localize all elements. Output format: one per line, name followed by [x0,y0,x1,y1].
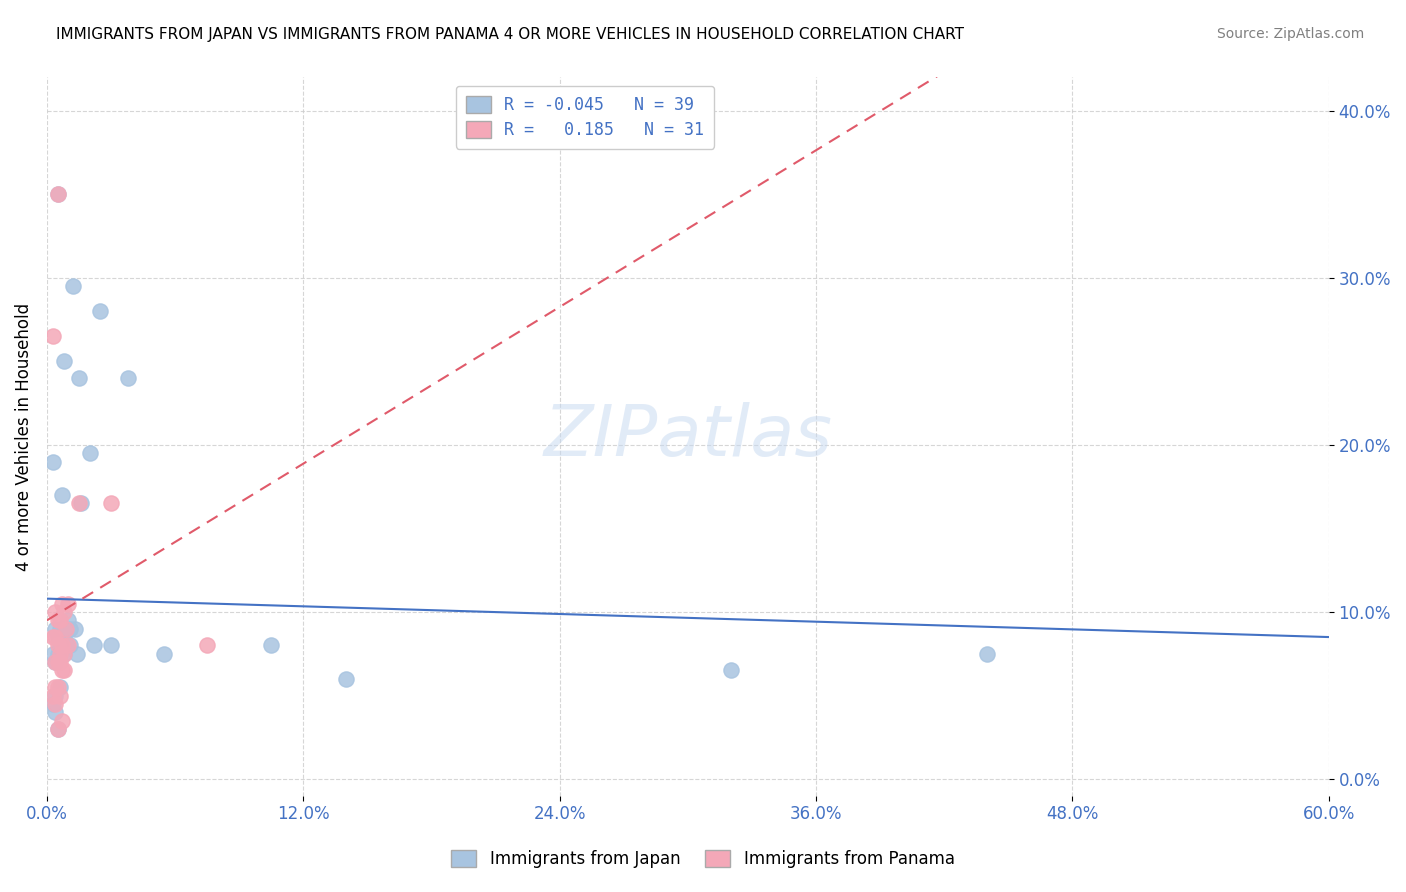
Point [55,639,77,653]
Point [46,630,69,644]
Point [55,622,77,636]
Point [48,639,70,653]
Point [51,714,73,728]
Text: Source: ZipAtlas.com: Source: ZipAtlas.com [1216,27,1364,41]
Point [44,630,66,644]
Point [46,639,69,653]
Point [44,697,66,711]
Point [48,647,70,661]
Point [51,664,73,678]
Point [58,613,80,627]
Point [42,455,65,469]
Point [42,329,65,343]
Point [44,655,66,669]
Point [67,496,90,510]
Point [42,647,65,661]
Point [100,639,122,653]
Point [62,279,84,293]
Point [46,722,69,736]
Point [46,722,69,736]
Point [53,354,76,368]
Point [48,680,70,694]
Point [53,605,76,619]
Point [195,639,218,653]
Point [44,622,66,636]
Text: ZIPatlas: ZIPatlas [543,402,832,471]
Point [42,689,65,703]
Text: IMMIGRANTS FROM JAPAN VS IMMIGRANTS FROM PANAMA 4 OR MORE VEHICLES IN HOUSEHOLD : IMMIGRANTS FROM JAPAN VS IMMIGRANTS FROM… [56,27,965,42]
Point [44,705,66,719]
Point [46,655,69,669]
Legend: Immigrants from Japan, Immigrants from Panama: Immigrants from Japan, Immigrants from P… [444,843,962,875]
Point [46,613,69,627]
Point [44,680,66,694]
Point [100,496,122,510]
Point [46,647,69,661]
Point [720,664,742,678]
Y-axis label: 4 or more Vehicles in Household: 4 or more Vehicles in Household [15,302,32,571]
Point [53,664,76,678]
Point [42,630,65,644]
Point [58,597,80,611]
Point [48,655,70,669]
Point [83,639,105,653]
Point [89,304,111,318]
Point [70,496,93,510]
Point [46,187,69,202]
Point [44,689,66,703]
Point [976,647,998,661]
Point [53,630,76,644]
Point [58,639,80,653]
Point [44,655,66,669]
Point [260,639,283,653]
Point [44,605,66,619]
Point [55,622,77,636]
Point [59,622,82,636]
Point [63,622,86,636]
Point [53,647,76,661]
Point [335,672,357,686]
Point [117,371,139,385]
Point [48,622,70,636]
Point [46,187,69,202]
Point [59,639,82,653]
Point [53,647,76,661]
Point [48,689,70,703]
Point [153,647,176,661]
Point [51,488,73,502]
Point [42,697,65,711]
Point [66,647,89,661]
Point [51,639,73,653]
Point [46,680,69,694]
Point [48,613,70,627]
Point [67,371,90,385]
Point [51,597,73,611]
Point [51,639,73,653]
Point [79,446,101,460]
Legend: R = -0.045   N = 39, R =   0.185   N = 31: R = -0.045 N = 39, R = 0.185 N = 31 [456,86,714,149]
